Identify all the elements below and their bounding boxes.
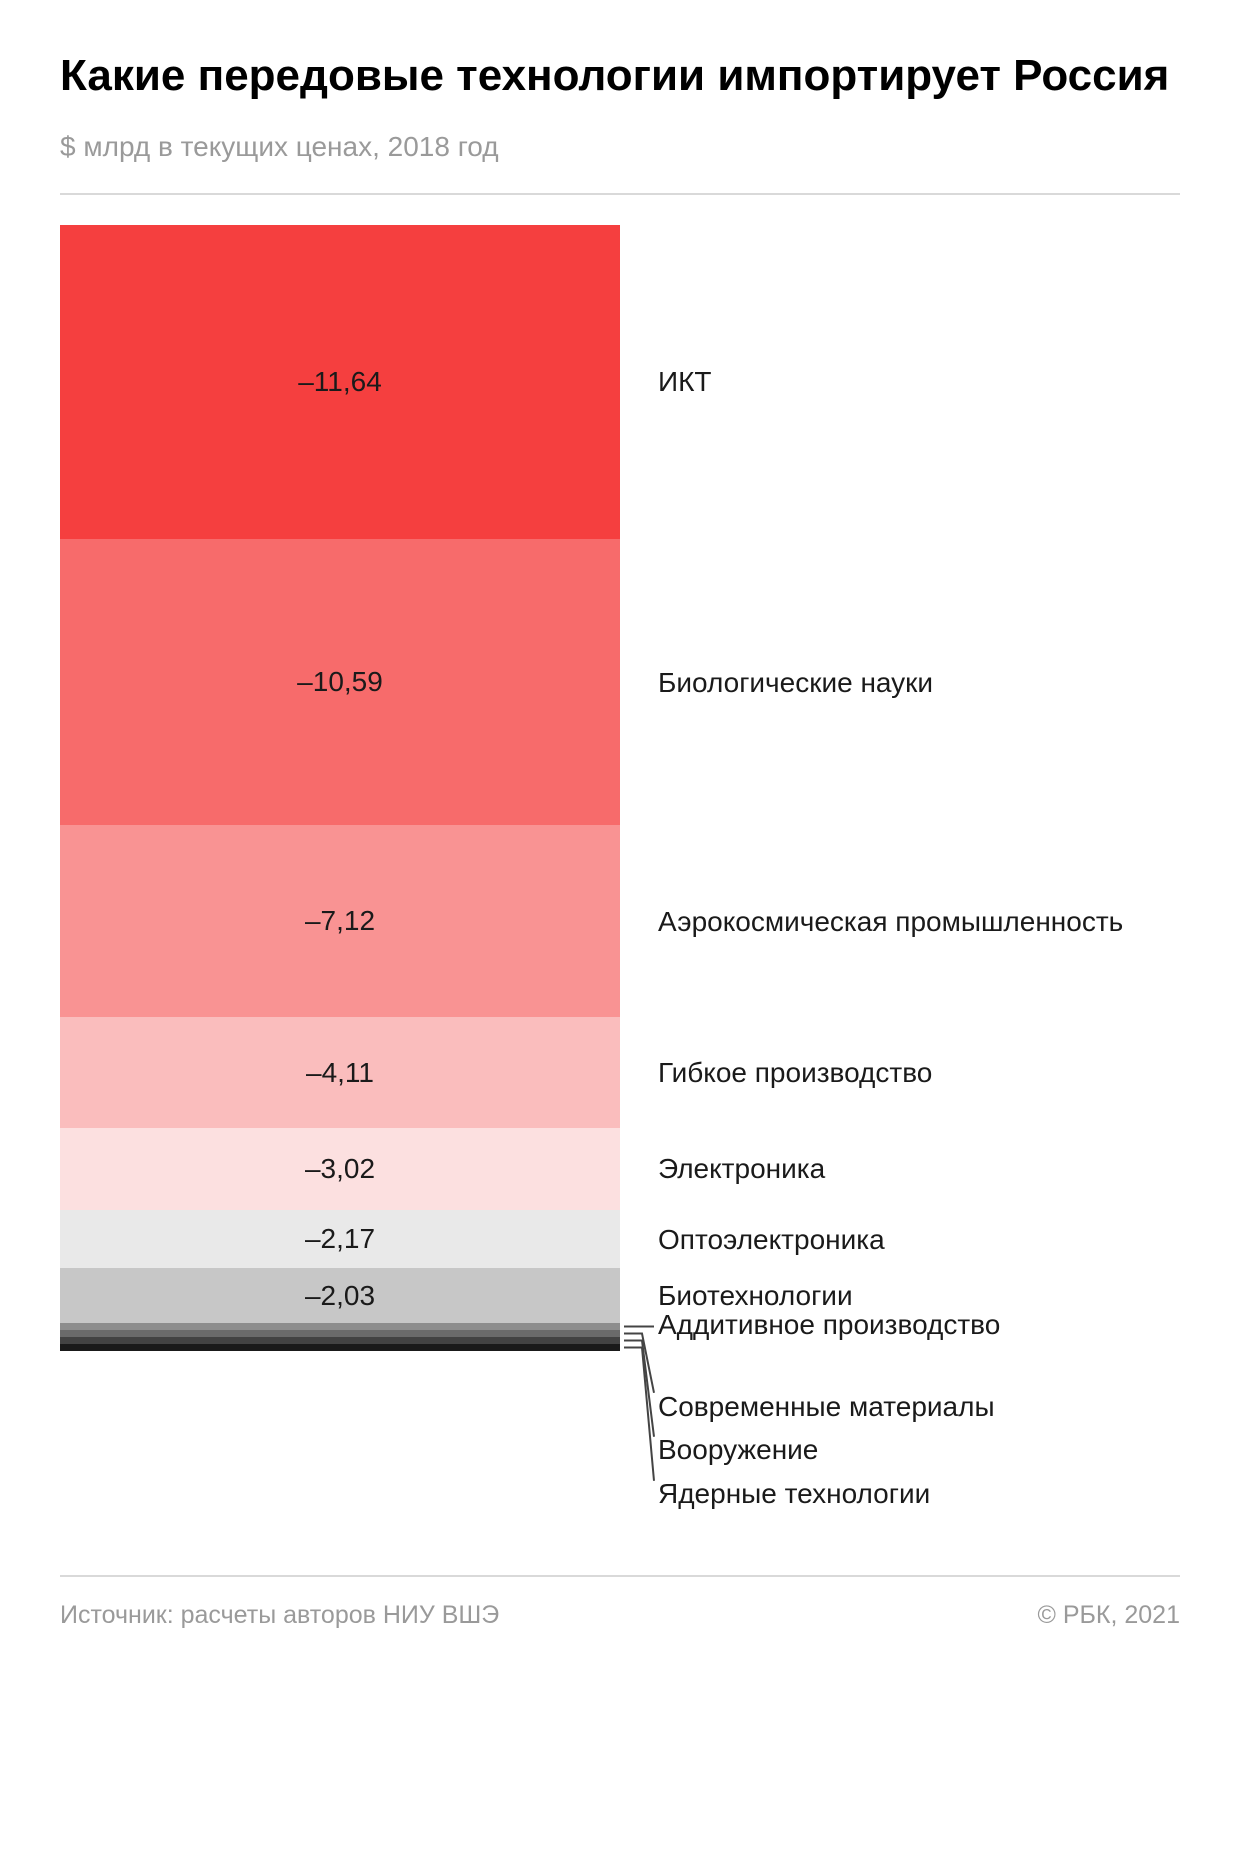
bar-segment: –3,02 bbox=[60, 1128, 620, 1210]
chart-row: –4,11 Гибкое производство bbox=[60, 1017, 1123, 1128]
chart-subtitle: $ млрд в текущих ценах, 2018 год bbox=[60, 131, 1180, 163]
thin-bar-segment bbox=[60, 1344, 620, 1351]
bar-value: –7,12 bbox=[305, 905, 375, 937]
footer-source: Источник: расчеты авторов НИУ ВШЭ bbox=[60, 1601, 499, 1630]
chart-area: –11,64 ИКТ –10,59 Биологические науки –7,12 А… bbox=[60, 225, 1180, 1515]
chart-footer: Источник: расчеты авторов НИУ ВШЭ © РБК,… bbox=[60, 1575, 1180, 1630]
bar-segment: –11,64 bbox=[60, 225, 620, 539]
bar-value: –2,17 bbox=[305, 1223, 375, 1255]
chart-row: –7,12 Аэрокосмическая промышленность bbox=[60, 825, 1123, 1017]
thin-bar-segment bbox=[60, 1323, 620, 1330]
thin-bar-segment bbox=[60, 1337, 620, 1344]
divider-top bbox=[60, 193, 1180, 195]
bar-value: –10,59 bbox=[297, 666, 383, 698]
chart-row: –3,02 Электроника bbox=[60, 1128, 1123, 1210]
footer-credit: © РБК, 2021 bbox=[1037, 1601, 1180, 1630]
thin-bar-label: Аддитивное производство bbox=[620, 1309, 1000, 1341]
bar-label: Гибкое производство bbox=[620, 1017, 932, 1128]
bar-segment: –4,11 bbox=[60, 1017, 620, 1128]
bar-label: Биологические науки bbox=[620, 539, 933, 825]
chart-title: Какие передовые технологии импортирует Р… bbox=[60, 50, 1180, 103]
chart-row: –2,17 Оптоэлектроника bbox=[60, 1210, 1123, 1269]
thin-bars bbox=[60, 1323, 620, 1351]
bar-segment: –2,17 bbox=[60, 1210, 620, 1269]
bar-segment: –2,03 bbox=[60, 1268, 620, 1323]
bar-value: –11,64 bbox=[298, 366, 382, 398]
chart-rows: –11,64 ИКТ –10,59 Биологические науки –7,12 А… bbox=[60, 225, 1123, 1515]
thin-bar-segment bbox=[60, 1330, 620, 1337]
bar-label: Электроника bbox=[620, 1128, 825, 1210]
thin-segments-group: Аддитивное производствоСовременные матер… bbox=[60, 1323, 1123, 1515]
bar-segment: –7,12 bbox=[60, 825, 620, 1017]
bar-value: –3,02 bbox=[305, 1153, 375, 1185]
chart-row: –11,64 ИКТ bbox=[60, 225, 1123, 539]
connector-lines bbox=[620, 1323, 800, 1583]
bar-value: –4,11 bbox=[306, 1057, 374, 1089]
bar-label: Оптоэлектроника bbox=[620, 1210, 885, 1269]
bar-label: Аэрокосмическая промышленность bbox=[620, 825, 1123, 1017]
bar-label: ИКТ bbox=[620, 225, 712, 539]
bar-segment: –10,59 bbox=[60, 539, 620, 825]
chart-row: –10,59 Биологические науки bbox=[60, 539, 1123, 825]
bar-value: –2,03 bbox=[305, 1280, 375, 1312]
